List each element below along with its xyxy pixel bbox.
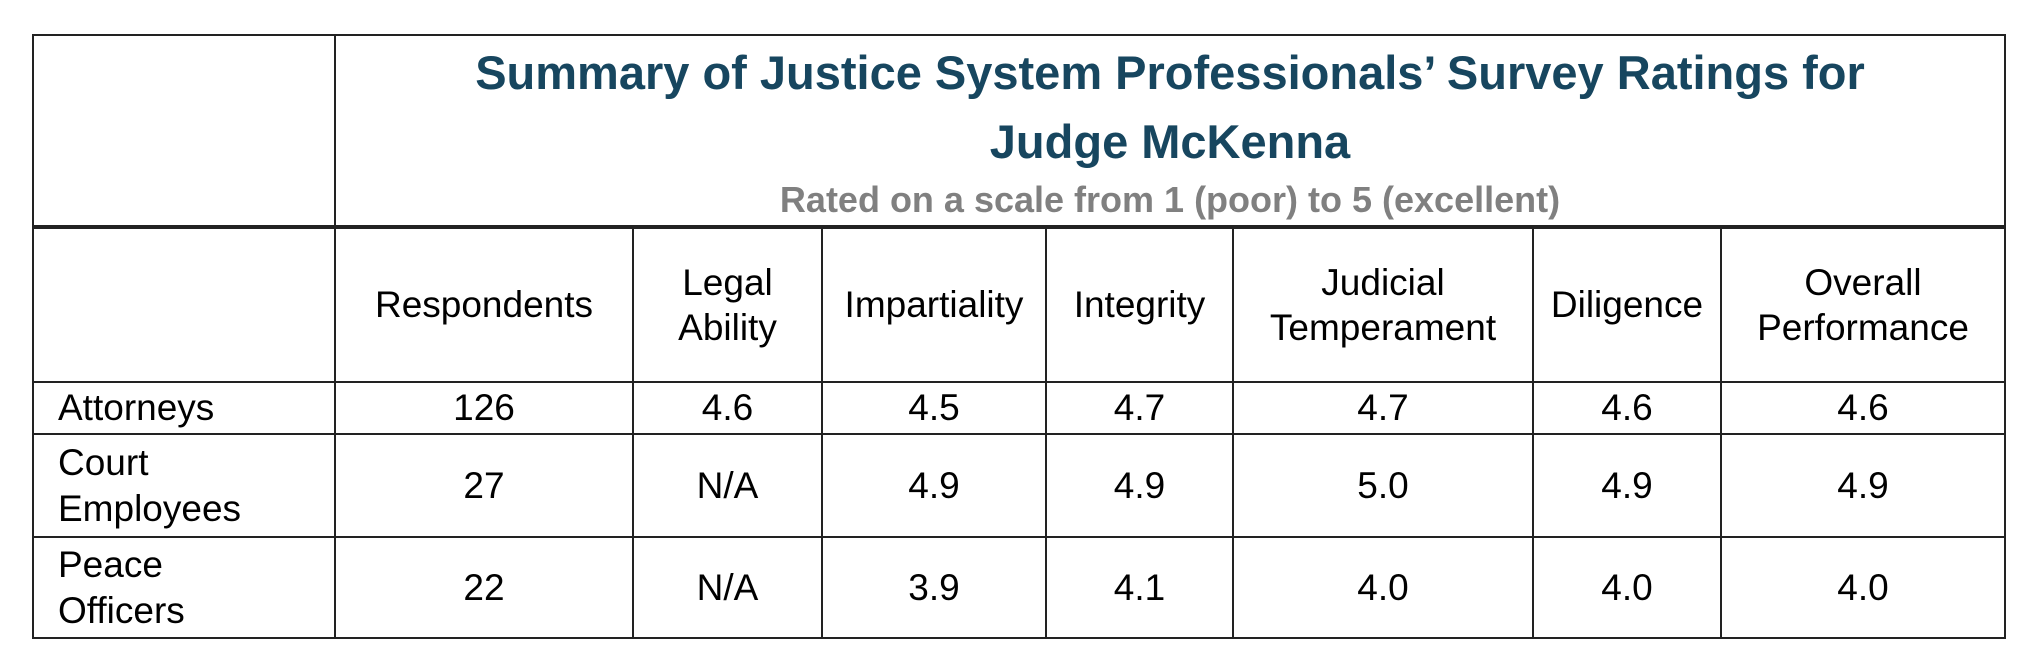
title: Summary of Justice System Professionals’… — [475, 46, 1865, 168]
cell: 4.6 — [1719, 381, 2007, 435]
subtitle: Rated on a scale from 1 (poor) to 5 (exc… — [779, 178, 1561, 220]
cell: 4.6 — [632, 381, 823, 435]
cell: 5.0 — [1232, 433, 1534, 538]
column-header: Integrity — [1045, 226, 1234, 383]
corner-cell — [32, 226, 336, 383]
data-row: Court Employees 27 N/A 4.9 4.9 5.0 4.9 4.9 — [32, 433, 2007, 538]
cell: 4.6 — [1532, 381, 1722, 435]
cell: N/A — [632, 536, 823, 639]
row-label: Attorneys — [58, 387, 215, 429]
row-label-cell: Peace Officers — [32, 536, 336, 639]
column-header: Diligence — [1532, 226, 1722, 383]
cell: 4.9 — [1045, 433, 1234, 538]
column-header: Judicial Temperament — [1232, 226, 1534, 383]
cell: N/A — [632, 433, 823, 538]
cell: 4.9 — [821, 433, 1047, 538]
cell: 4.0 — [1719, 536, 2007, 639]
cell: 4.7 — [1232, 381, 1534, 435]
column-header-row: Respondents Legal Ability Impartiality Inte… — [32, 226, 2007, 383]
row-label: Court Employees — [58, 442, 242, 529]
column-header: Respondents — [334, 226, 634, 383]
ratings-table: Summary of Justice System Professionals’… — [32, 34, 2007, 639]
row-label-cell: Attorneys — [32, 381, 336, 435]
cell: 4.9 — [1719, 433, 2007, 538]
cell: 4.5 — [821, 381, 1047, 435]
column-header: Legal Ability — [632, 226, 823, 383]
row-label: Peace Officers — [58, 544, 185, 631]
row-label-cell: Court Employees — [32, 433, 336, 538]
cell: 126 — [334, 381, 634, 435]
cell: 4.7 — [1045, 381, 1234, 435]
cell: 27 — [334, 433, 634, 538]
title-cell: Summary of Justice System Professionals’… — [333, 34, 2007, 229]
column-header: Impartiality — [821, 226, 1047, 383]
cell: 4.0 — [1232, 536, 1534, 639]
cell: 22 — [334, 536, 634, 639]
cell: 4.9 — [1532, 433, 1722, 538]
data-row: Attorneys 126 4.6 4.5 4.7 4.7 4.6 4.6 — [32, 381, 2007, 435]
corner-cell — [32, 34, 336, 229]
column-header: Overall Performance — [1719, 226, 2007, 383]
cell: 3.9 — [821, 536, 1047, 639]
header-row: Summary of Justice System Professionals’… — [32, 34, 2007, 229]
cell: 4.1 — [1045, 536, 1234, 639]
data-row: Peace Officers 22 N/A 3.9 4.1 4.0 4.0 4.0 — [32, 536, 2007, 639]
cell: 4.0 — [1532, 536, 1722, 639]
